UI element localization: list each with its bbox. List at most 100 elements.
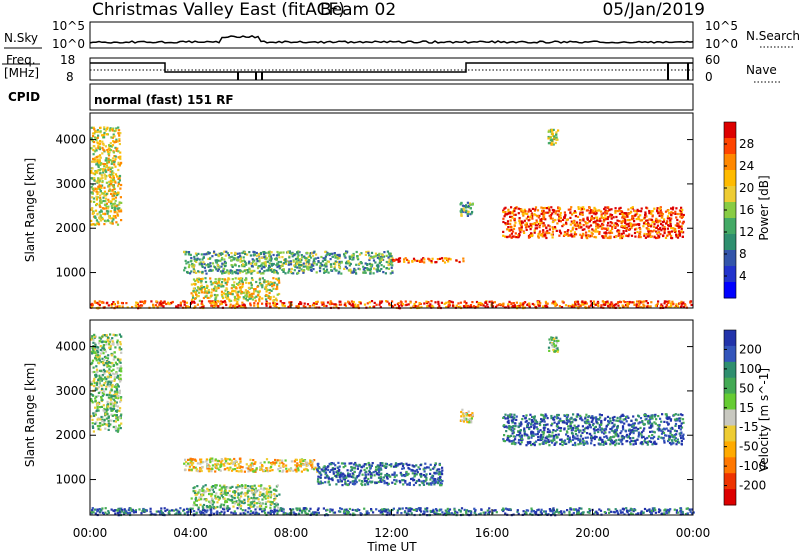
power-echo-cell [243,269,246,272]
velocity-echo-cell [193,458,197,461]
power-echo-cell [186,271,189,274]
nsearch-tick-bottom: 10^0 [705,37,738,51]
power-echo-cell [325,263,328,266]
power-echo-cell [476,305,479,308]
power-echo-cell [257,253,261,256]
power-echo-cell [592,212,595,215]
power-echo-cell [220,258,223,261]
power-echo-cell [553,136,556,139]
velocity-echo-cell [686,507,689,510]
power-echo-cell [378,303,381,306]
power-echo-cell [379,300,382,303]
power-echo-cell [378,269,381,272]
power-echo-cell [116,191,120,194]
velocity-echo-cell [217,498,220,501]
velocity-echo-cell [127,512,130,515]
velocity-echo-cell [331,467,334,470]
power-echo-cell [234,304,237,307]
power-echo-cell [481,302,484,306]
power-echo-cell [329,258,332,261]
power-echo-cell [277,260,280,264]
power-echo-cell [579,233,582,236]
power-echo-cell [98,140,102,143]
velocity-echo-cell [234,459,237,463]
power-echo-cell [90,223,93,226]
power-echo-cell [247,282,251,285]
power-echo-cell [264,251,267,255]
power-echo-cell [99,196,102,200]
power-echo-cell [251,278,254,281]
power-echo-cell [377,269,380,272]
power-echo-cell [94,215,97,218]
power-echo-cell [515,301,518,304]
power-echo-cell [525,222,528,225]
power-echo-cell [150,300,153,303]
velocity-echo-cell [619,509,622,512]
power-echo-cell [300,268,303,271]
power-echo-cell [447,305,450,308]
power-echo-cell [510,232,513,235]
velocity-echo-cell [223,497,226,500]
power-echo-cell [594,236,598,239]
power-echo-cell [590,216,593,220]
power-echo-cell [184,253,187,256]
power-echo-cell [114,173,118,176]
velocity-echo-cell [138,508,141,511]
power-echo-cell [91,212,94,215]
power-echo-cell [93,136,97,139]
power-echo-cell [574,215,577,218]
power-echo-cell [194,297,197,300]
power-echo-cell [436,258,439,261]
power-echo-cell [111,195,114,198]
power-echo-cell [579,304,582,308]
power-echo-cell [250,272,253,275]
power-echo-cell [317,260,320,263]
power-echo-cell [329,300,332,303]
power-echo-cell [598,231,601,234]
power-echo-cell [210,302,213,305]
velocity-echo-cell [176,509,179,512]
power-echo-cell [324,258,327,261]
velocity-echo-cell [215,484,218,487]
power-echo-cell [295,260,298,263]
velocity-echo-cell [205,498,208,501]
power-echo-cell [567,304,570,308]
power-echo-cell [97,134,100,137]
power-echo-cell [359,261,363,264]
power-echo-cell [269,255,272,258]
power-echo-cell [588,305,591,308]
power-echo-cell [109,159,112,162]
power-echo-cell [282,268,285,271]
power-echo-cell [465,209,468,212]
power-echo-cell [119,157,122,161]
power-echo-cell [548,214,551,217]
velocity-echo-cell [434,513,437,516]
power-echo-cell [90,177,93,180]
power-echo-cell [563,233,566,236]
velocity-echo-cell [467,510,470,513]
power-echo-cell [215,302,218,306]
velocity-echo-cell [570,508,573,511]
power-echo-cell [208,269,211,272]
power-echo-cell [270,264,273,267]
power-echo-cell [103,126,106,129]
velocity-echo-cell [254,508,257,511]
nsky-label: N.Sky [4,31,38,45]
velocity-echo-cell [123,508,126,511]
power-echo-cell [420,306,423,309]
power-echo-cell [118,203,121,206]
velocity-echo-cell [308,462,311,465]
power-echo-cell [364,267,367,270]
power-echo-cell [576,215,580,218]
power-echo-cell [232,258,235,261]
power-echo-cell [462,260,465,263]
velocity-echo-cell [294,464,297,467]
power-echo-cell [579,219,582,222]
nave-tick-top: 60 [705,53,720,67]
power-echo-cell [560,306,564,309]
velocity-echo-cell [434,464,437,467]
power-echo-cell [228,256,231,259]
power-echo-cell [248,251,251,254]
power-echo-cell [112,214,115,218]
power-echo-cell [297,304,300,307]
